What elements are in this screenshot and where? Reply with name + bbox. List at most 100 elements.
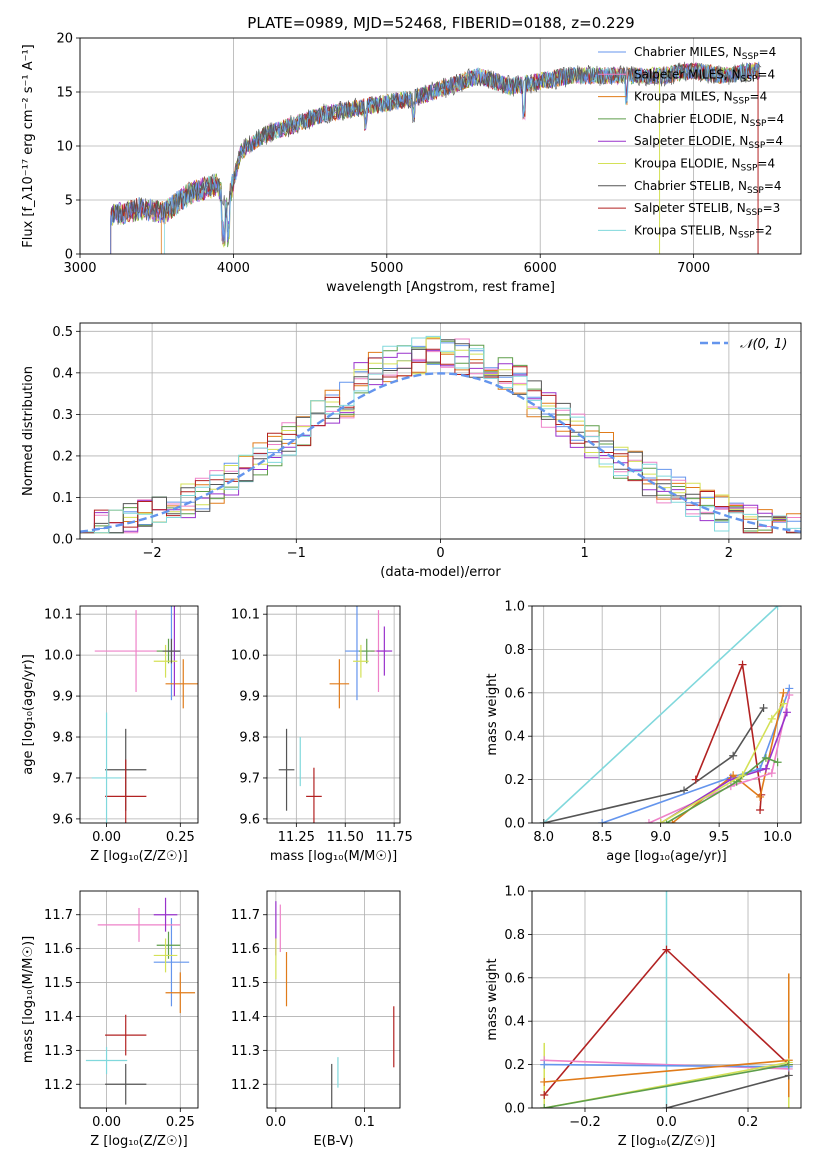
x-tick-label: −1	[287, 546, 306, 561]
y-tick-label: 0.2	[52, 449, 73, 464]
legend-label: 𝒩(0, 1)	[740, 337, 787, 352]
weight-series	[544, 1063, 789, 1068]
y-tick-label: 9.8	[52, 731, 73, 746]
legend-label: Chabrier STELIB, NSSP=4	[634, 179, 782, 196]
x-tick-label: 11.50	[327, 830, 364, 845]
x-tick-label: 3000	[63, 261, 96, 276]
errorbar-point	[278, 728, 295, 811]
y-tick-label: 11.6	[231, 942, 260, 957]
y-tick-label: 11.2	[231, 1078, 260, 1093]
chart-spectrum: 3000 4000 5000 6000 7000 0 5 10 15 20 wavelength […	[21, 32, 802, 295]
errorbar-point	[153, 897, 178, 932]
weight-marker	[598, 819, 607, 823]
weight-series	[666, 1074, 790, 1108]
y-tick-label: 0.0	[504, 817, 525, 832]
weight-series	[543, 707, 765, 823]
weight-marker	[644, 819, 653, 823]
errorbar-point	[105, 759, 147, 823]
y-tick-label: 9.8	[239, 731, 260, 746]
plot-area	[85, 897, 196, 1105]
spectrum-line	[110, 63, 760, 254]
legend-value: =3	[763, 201, 781, 215]
axes-frame	[531, 890, 802, 1109]
x-tick-label: 0.00	[92, 830, 121, 845]
plot-area	[110, 61, 762, 254]
plot-area	[278, 606, 393, 823]
x-tick-label: 5000	[370, 261, 403, 276]
errorbar-point	[91, 712, 122, 823]
legend-value: =2	[755, 223, 773, 237]
chart-mass-vs-Z: 0.00 0.25 11.2 11.3 11.4 11.5 11.6 11.7 Z [log₁₀…	[21, 890, 199, 1149]
y-tick-label: 20	[56, 32, 73, 47]
y-tick-label: 11.4	[231, 1010, 260, 1025]
legend-label: Kroupa STELIB, NSSP=2	[634, 223, 772, 240]
x-tick-label: 4000	[217, 261, 250, 276]
weight-marker	[767, 714, 776, 723]
weight-marker	[784, 1060, 793, 1069]
y-tick-label: 0.4	[52, 366, 73, 381]
errorbar-point	[156, 931, 181, 959]
x-tick-label: −2	[143, 546, 162, 561]
weight-marker	[779, 688, 788, 697]
x-tick-label: 0	[436, 546, 444, 561]
weight-marker	[756, 805, 765, 814]
y-tick-label: 9.7	[239, 771, 260, 786]
y-tick-label: 5	[65, 194, 73, 209]
y-tick-label: 0.0	[504, 1102, 525, 1117]
weight-marker	[729, 751, 738, 760]
y-tick-label: 0.3	[52, 408, 73, 423]
weight-marker	[662, 1104, 671, 1108]
x-tick-label: 10.0	[763, 830, 792, 845]
errorbar-point	[353, 644, 369, 678]
legend-subscript: SSP	[750, 119, 767, 129]
x-axis-label: mass [log₁₀(M/M☉)]	[270, 849, 397, 864]
x-axis-label: (data-model)/error	[380, 565, 501, 580]
y-tick-label: 10.1	[44, 608, 73, 623]
weight-series	[660, 712, 788, 823]
x-axis-label: Z [log₁₀(Z/Z☉)]	[90, 849, 187, 864]
legend-value: =4	[750, 90, 768, 104]
weight-marker	[761, 764, 770, 773]
chart-residuals: −2 −1 0 1 2 0.0 0.1 0.2 0.3 0.4 0.5 (data-model)/er…	[21, 322, 802, 580]
axes-frame	[79, 322, 802, 540]
y-tick-label: 1.0	[504, 600, 525, 615]
legend-value: =4	[757, 67, 775, 81]
gridlines	[267, 606, 400, 823]
legend: Chabrier MILES, NSSP=4 Salpeter MILES, NS…	[598, 45, 784, 240]
weight-marker	[691, 775, 700, 784]
y-tick-label: 11.6	[44, 942, 73, 957]
x-tick-label: 0.00	[92, 1115, 121, 1130]
errorbar-point	[153, 644, 178, 678]
legend-subscript: SSP	[748, 141, 765, 151]
errorbar-point	[329, 659, 350, 709]
y-tick-label: 0.4	[504, 1015, 525, 1030]
legend-label: Salpeter MILES, NSSP=4	[634, 67, 775, 84]
axes-frame	[79, 37, 802, 255]
weight-marker	[656, 819, 665, 823]
errorbar-point	[376, 626, 393, 676]
y-tick-label: 15	[56, 86, 73, 101]
weight-series	[544, 1059, 789, 1070]
legend-value: =4	[765, 134, 783, 148]
normal-reference-curve	[80, 372, 801, 533]
y-tick-label: 9.9	[52, 690, 73, 705]
errorbar-point	[162, 638, 181, 664]
errorbar-point	[153, 918, 190, 1007]
weight-marker	[540, 1077, 549, 1086]
weight-marker	[784, 1071, 793, 1080]
x-axis-label: wavelength [Angstrom, rest frame]	[326, 280, 555, 295]
y-tick-label: 11.4	[44, 1010, 73, 1025]
weight-marker	[539, 819, 548, 823]
y-tick-label: 10.1	[231, 608, 260, 623]
errorbar-point	[306, 767, 322, 823]
weight-marker	[773, 606, 782, 610]
x-tick-label: 0.0	[656, 1115, 677, 1130]
weight-marker	[779, 699, 788, 708]
spectrum-line-gray	[110, 61, 762, 224]
y-tick-label: 10	[56, 140, 73, 155]
y-tick-label: 11.3	[44, 1044, 73, 1059]
y-tick-label: 9.6	[239, 812, 260, 827]
histogram-series	[80, 335, 801, 534]
